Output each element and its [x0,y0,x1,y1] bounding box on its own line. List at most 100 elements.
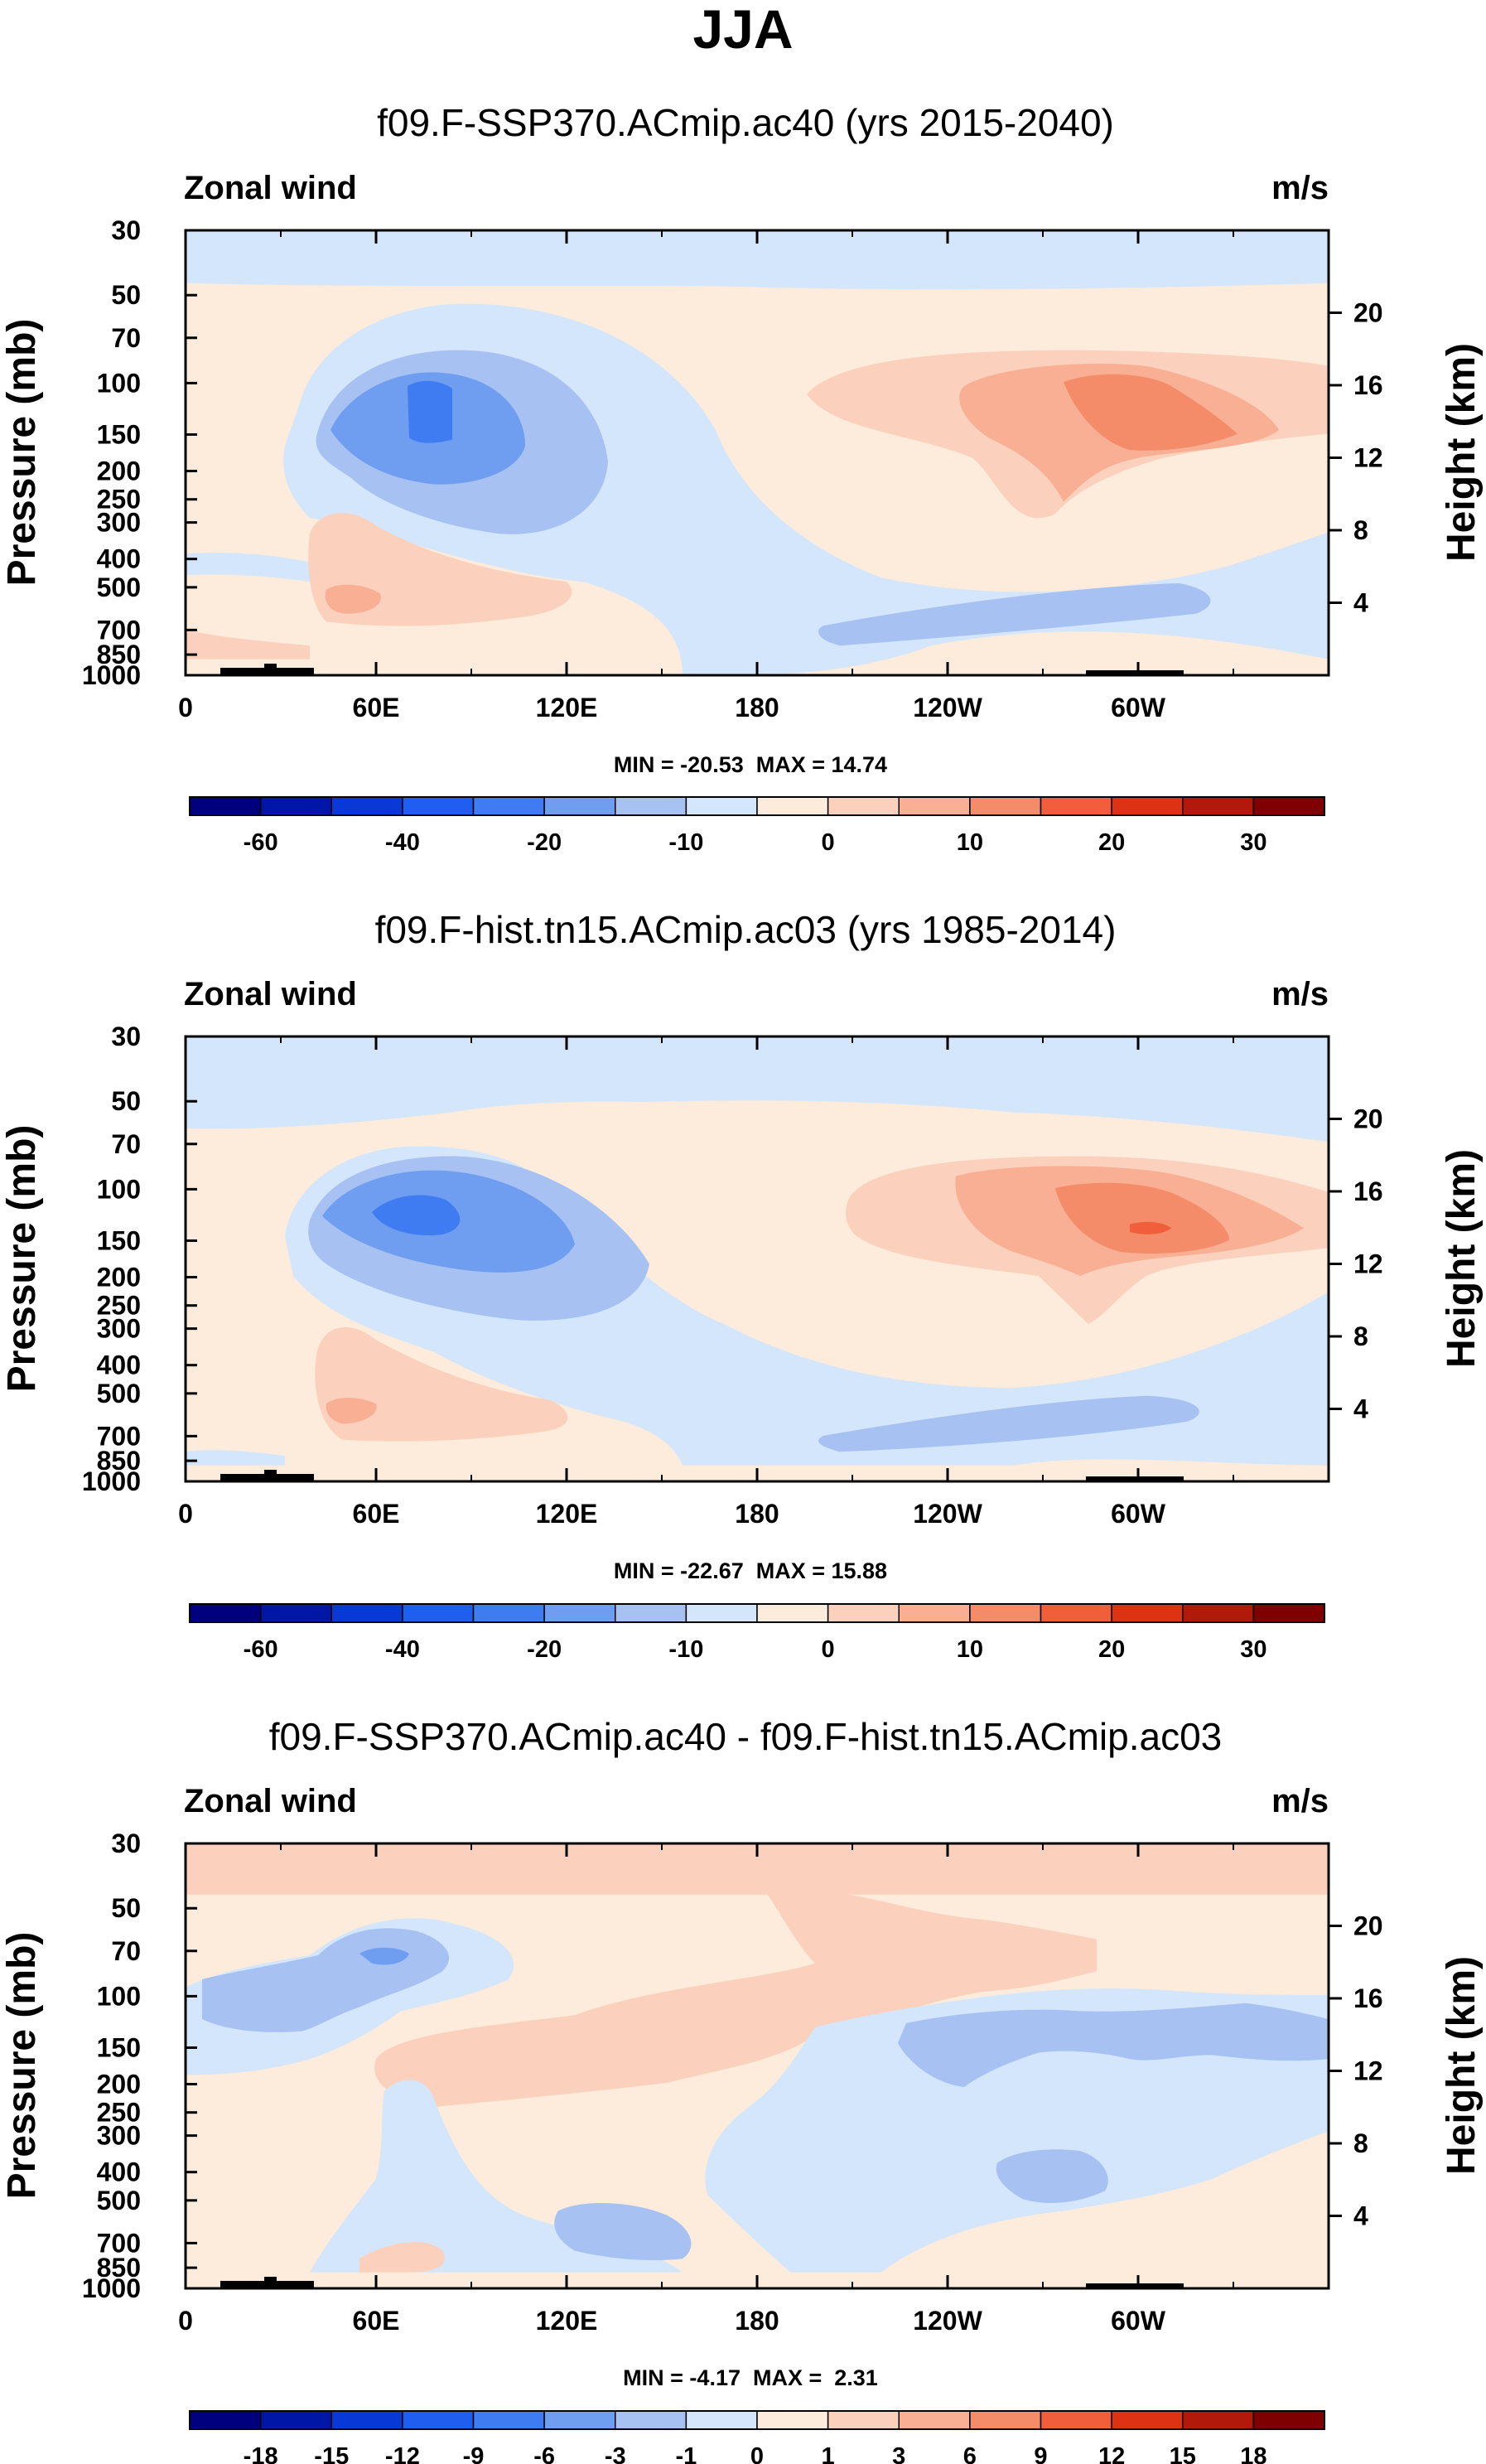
band-surface-westerly [186,629,310,659]
band-upper-easterly [186,1036,1329,1143]
colorbar-swatch [189,2410,262,2430]
y-tick-label: 30 [111,1829,141,1858]
min-max-readout: MIN = -20.53 MAX = 14.74 [614,752,887,777]
y-tick-label: 850 [97,1446,141,1476]
panel-title: f09.F-SSP370.ACmip.ac40 (yrs 2015-2040) [377,101,1114,144]
x-tick-label: 120W [913,1499,982,1529]
contour-field [186,1036,1329,1481]
colorbar-label: 6 [963,2443,977,2464]
band-easterly-jet-core [372,1195,461,1236]
colorbar-swatch [1182,796,1255,816]
y-tick-label: 30 [111,215,141,245]
band-lowlevel-westerly-core [326,1398,377,1424]
colorbar-label: -1 [675,2443,697,2464]
colorbar: -18 -15 -12 -9 -6 -3 -1 0 1 3 6 9 12 15 18 [189,2410,1325,2464]
y-axis-title: Pressure (mb) [0,1125,44,1393]
colorbar-label: 0 [750,2443,764,2464]
y-right-tick-label: 20 [1353,1911,1383,1940]
y-tick-label: 300 [97,1314,141,1344]
x-tick-label: 120W [913,2306,982,2336]
band-negative-east [705,1988,1329,2273]
colorbar-label: -10 [668,1636,703,1663]
band-westerly-jet-peak [1130,1221,1171,1234]
x-tick-label: 180 [735,1499,779,1529]
colorbar-label: -60 [244,1636,278,1663]
colorbar-swatch [259,2410,332,2430]
x-axis: 0 60E 120E 180 120W 60W [178,1036,1234,1529]
y-tick-label: 1000 [82,660,141,690]
colorbar-swatch [402,2410,475,2430]
colorbar-swatch [685,1603,758,1623]
contour-field [186,1843,1329,2288]
colorbar-swatch [1252,2410,1325,2430]
band-lowlevel-westerly [315,1326,568,1442]
colorbar-swatch [543,1603,616,1623]
x-tick-label: 0 [178,2306,193,2336]
colorbar-swatch [1040,796,1112,816]
colorbar-swatch [827,1603,900,1623]
y-tick-label: 1000 [82,2273,141,2303]
colorbar-label: 0 [822,1636,835,1663]
colorbar-swatch [1111,1603,1184,1623]
y-right-tick-label: 4 [1353,2201,1368,2230]
colorbar-swatch [259,796,332,816]
y-tick-label: 300 [97,2121,141,2151]
y-tick-label: 500 [97,573,141,602]
colorbar-swatch [1252,796,1325,816]
x-tick-label: 60E [353,1499,400,1529]
panel-1: f09.F-SSP370.ACmip.ac40 (yrs 2015-2040) … [0,101,1484,856]
y-right-tick-label: 16 [1353,1983,1383,2013]
y-axis-title: Pressure (mb) [0,1932,44,2200]
colorbar-swatch [543,796,616,816]
y-right-tick-label: 12 [1353,2056,1383,2085]
colorbar-label: -40 [385,1636,420,1663]
colorbar-swatch [1111,2410,1184,2430]
x-tick-label: 60W [1111,1499,1166,1529]
colorbar-label: 3 [892,2443,905,2464]
colorbar-swatch [969,796,1042,816]
band-upper-easterly [186,230,1329,290]
colorbar-label: -6 [533,2443,555,2464]
y-tick-label: 70 [111,1129,141,1159]
y-tick-label: 70 [111,323,141,353]
colorbar-label: -3 [605,2443,626,2464]
band-positive-tongue [374,1891,1097,2108]
y-tick-label: 70 [111,1936,141,1966]
x-tick-label: 0 [178,693,193,722]
y-axis-height: 20 16 12 8 4 [1329,297,1383,617]
colorbar-swatch [402,1603,475,1623]
colorbar-frame [189,2410,1325,2430]
x-tick-label: 60E [353,2306,400,2336]
y-tick-label: 150 [97,2032,141,2062]
colorbar-frame [189,1603,1325,1623]
colorbar-swatch [756,796,829,816]
colorbar-swatch [1111,796,1184,816]
colorbar-swatch [615,796,688,816]
units-label: m/s [1271,976,1329,1012]
colorbar-swatch [330,2410,403,2430]
colorbar-label: 30 [1240,1636,1266,1663]
x-tick-label: 180 [735,2306,779,2336]
y-axis-height: 20 16 12 8 4 [1329,1911,1383,2230]
colorbar-label: 10 [957,1636,983,1663]
x-tick-label: 120E [536,1499,598,1529]
y-right-tick-label: 16 [1353,370,1383,400]
band-lowlevel-easterly-2 [818,583,1211,646]
panel-2: f09.F-hist.tn15.ACmip.ac03 (yrs 1985-201… [0,908,1484,1663]
colorbar-swatch [472,1603,545,1623]
y-tick-label: 100 [97,1174,141,1204]
band-lowlevel-westerly-core [325,584,381,614]
y-tick-label: 150 [97,419,141,449]
band-surface-positive [359,2242,445,2273]
colorbar-label: 18 [1240,2443,1266,2464]
x-axis: 0 60E 120E 180 120W 60W [178,1843,1234,2336]
y-tick-label: 300 [97,508,141,538]
colorbar-label: -60 [244,829,278,856]
colorbar-swatch [1040,1603,1112,1623]
colorbar-label: 10 [957,829,983,856]
y-tick-label: 200 [97,2070,141,2099]
field-name-label: Zonal wind [184,170,357,206]
colorbar-swatch [969,2410,1042,2430]
